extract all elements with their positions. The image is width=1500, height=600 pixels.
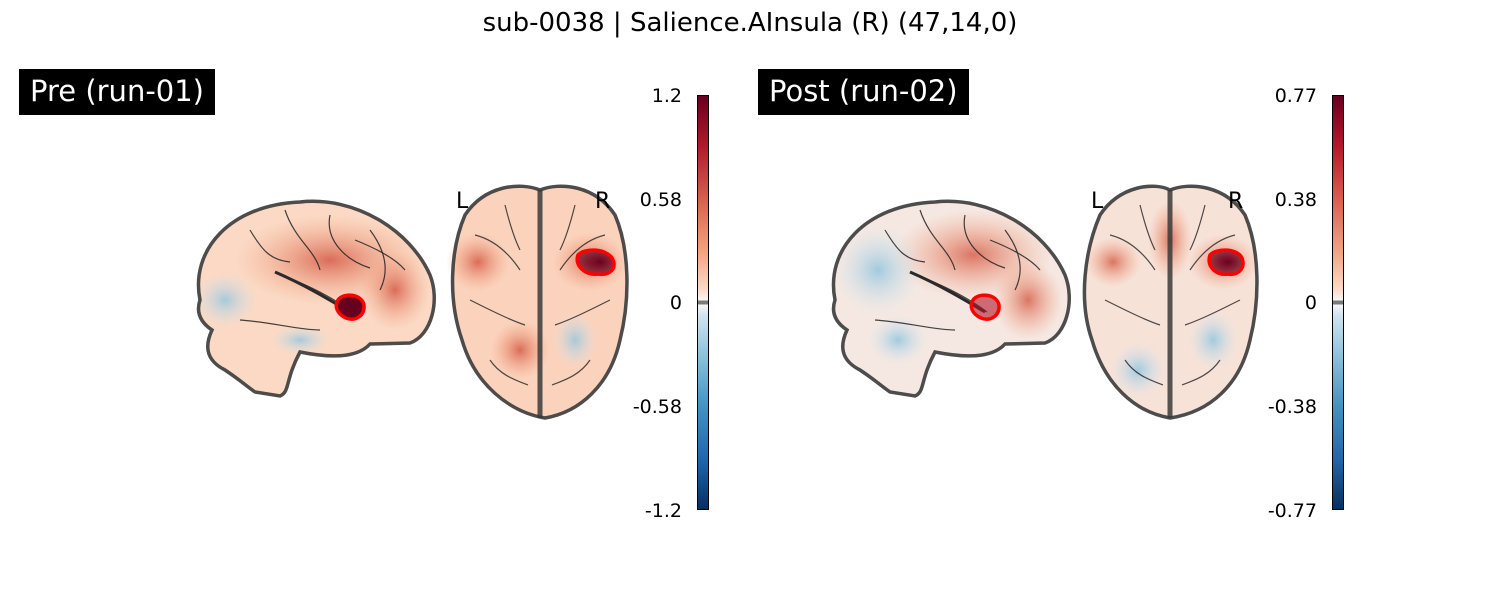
colorbar-tick: -0.38 bbox=[1267, 396, 1317, 418]
colorbar bbox=[1332, 95, 1344, 510]
panel-post: Post (run-02) bbox=[738, 0, 1488, 600]
orientation-left-label: L bbox=[456, 189, 469, 214]
roi-outline bbox=[969, 293, 1001, 321]
glass-brain-views bbox=[193, 184, 629, 420]
orientation-right-label: R bbox=[1228, 189, 1244, 214]
colorbar-tick: -0.58 bbox=[632, 396, 682, 418]
orientation-right-label: R bbox=[595, 189, 611, 214]
colorbar-tick: 0.58 bbox=[639, 189, 682, 211]
axial-view bbox=[446, 184, 629, 420]
axial-view bbox=[1082, 184, 1259, 420]
panel-label: Post (run-02) bbox=[758, 69, 969, 115]
orientation-left-label: L bbox=[1091, 189, 1104, 214]
panel-label: Pre (run-01) bbox=[19, 69, 215, 115]
roi-outline bbox=[334, 293, 366, 321]
roi-outline bbox=[575, 248, 616, 277]
roi-outline bbox=[1207, 248, 1245, 277]
figure-title: sub-0038 | Salience.AInsula (R) (47,14,0… bbox=[482, 8, 1018, 38]
colorbar-tick: -0.77 bbox=[1267, 500, 1317, 522]
colorbar-tick: -1.2 bbox=[644, 500, 682, 522]
colorbar-tick: 0 bbox=[1304, 292, 1317, 314]
colorbar-tick: 0 bbox=[669, 292, 682, 314]
colorbar-tick: 0.77 bbox=[1274, 85, 1317, 107]
colorbar-tick: 1.2 bbox=[651, 85, 682, 107]
panel-pre: Pre (run-01) bbox=[19, 69, 709, 522]
glass-brain-views bbox=[831, 184, 1259, 420]
colorbar bbox=[697, 95, 709, 510]
sagittal-view bbox=[193, 199, 436, 398]
sagittal-view bbox=[831, 199, 1071, 398]
colorbar-tick: 0.38 bbox=[1274, 189, 1317, 211]
